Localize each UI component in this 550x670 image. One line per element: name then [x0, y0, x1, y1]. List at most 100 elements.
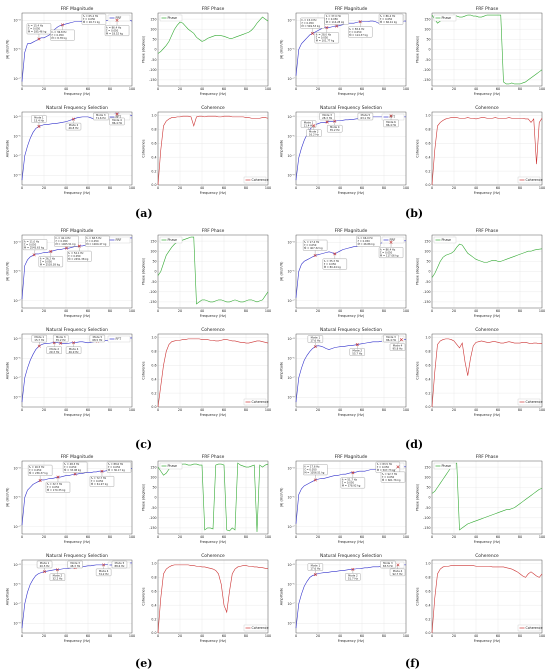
annotation-mass: M = 101.77 kg	[316, 39, 335, 43]
y-tick-label: 50	[426, 486, 430, 490]
x-tick-label: 40	[338, 634, 342, 638]
y-tick-label: 10⁻⁷	[287, 299, 295, 303]
y-tick-label: 10⁻³	[13, 337, 21, 341]
mode-annotation: Mode 328.3 Hz	[320, 113, 335, 122]
fft-series-line	[22, 563, 132, 628]
grid	[432, 334, 542, 407]
x-tick-label: 0	[21, 87, 23, 91]
y-axis-label: Coherence	[142, 139, 146, 157]
y-tick-label: -50	[151, 280, 156, 284]
subplot-title: Natural Frequency Selection	[320, 553, 382, 559]
y-tick-label: 10⁻⁵	[13, 583, 21, 587]
x-tick-label: 20	[42, 408, 46, 412]
grid	[432, 112, 542, 185]
x-tick-label: 100	[539, 634, 545, 638]
x-tick-label: 0	[21, 309, 23, 313]
mode-annotation: Mode 117.6 Hz	[308, 336, 323, 347]
legend-label: Coherence	[526, 400, 543, 404]
y-axis-label: |H| (m/s²/N)	[6, 39, 10, 59]
y-tick-label: -100	[149, 516, 156, 520]
y-tick-label: 10⁻³	[287, 337, 295, 341]
y-tick-label: 10⁻⁷	[13, 376, 21, 380]
x-tick-label: 0	[21, 634, 23, 638]
x-tick-label: 80	[518, 634, 522, 638]
legend: Coherence	[244, 399, 269, 405]
subplot-title: Natural Frequency Selection	[46, 553, 108, 559]
legend: Phase	[434, 463, 456, 469]
x-tick-label: 20	[178, 408, 182, 412]
panel-label: (c)	[135, 438, 152, 451]
x-tick-label: 20	[452, 408, 456, 412]
x-tick-label: 60	[86, 309, 90, 313]
x-tick-label: 0	[157, 535, 159, 539]
subplot-title: Coherence	[475, 553, 499, 559]
y-tick-label: 0.0	[151, 631, 156, 635]
y-tick-label: 0.8	[151, 576, 156, 580]
x-tick-label: 0	[157, 634, 159, 638]
annotation-mass: M = 36.17 kg	[108, 468, 125, 472]
y-tick-label: 0.4	[151, 377, 156, 381]
annotation-mode-freq: 35.2 Hz	[56, 338, 67, 342]
x-tick-label: 60	[496, 408, 500, 412]
legend-label: Coherence	[526, 178, 543, 182]
x-tick-label: 20	[42, 87, 46, 91]
mode-annotation: Mode 371.6 Hz	[93, 113, 108, 120]
annotation-mass: M = 1000.47 kg	[86, 242, 106, 246]
x-tick-label: 40	[474, 87, 478, 91]
plot-frame	[296, 560, 406, 633]
y-tick-label: -100	[423, 290, 430, 294]
x-tick-label: 20	[452, 535, 456, 539]
y-tick-label: 10⁻⁵	[13, 135, 21, 139]
y-tick-label: -150	[149, 526, 156, 530]
mode-annotation: Mode 348.3 Hz	[68, 561, 83, 568]
x-tick-label: 40	[474, 186, 478, 190]
x-tick-label: 40	[200, 87, 204, 91]
mode-annotation: Mode 115.7 Hz	[32, 335, 47, 346]
y-tick-label: 10⁻⁹	[13, 395, 21, 399]
x-tick-label: 20	[316, 535, 320, 539]
x-tick-label: 80	[518, 87, 522, 91]
x-tick-label: 80	[244, 634, 248, 638]
legend-label: FRF	[116, 238, 122, 242]
y-tick-label: 100	[424, 475, 430, 479]
y-tick-label: 0	[154, 496, 156, 500]
annotation-mass: M = 170.35 kg	[47, 488, 66, 492]
mode-annotation: Mode 251.7 Hz	[345, 569, 360, 580]
x-axis-label: Frequency (Hz)	[64, 92, 91, 96]
x-tick-label: 40	[200, 408, 204, 412]
x-tick-label: 40	[64, 309, 68, 313]
y-tick-label: 50	[152, 260, 156, 264]
y-tick-label: -50	[151, 58, 156, 62]
x-axis-label: Frequency (Hz)	[200, 191, 227, 195]
x-axis-label: Frequency (Hz)	[474, 191, 501, 195]
y-tick-label: 0.8	[425, 128, 430, 132]
annotation-mass: M = 185.46 kg	[28, 30, 47, 34]
y-tick-label: -150	[423, 526, 430, 530]
x-tick-label: 40	[64, 535, 68, 539]
annotation-mass: M = 114.28 kg	[326, 20, 345, 24]
x-tick-label: 0	[295, 634, 297, 638]
x-tick-label: 40	[64, 408, 68, 412]
annotation-mode-freq: 63.1 Hz	[360, 116, 371, 120]
x-tick-label: 40	[474, 408, 478, 412]
annotation-mode-freq: 16.2 Hz	[309, 133, 320, 137]
y-tick-label: 10⁻⁵	[287, 583, 295, 587]
y-axis-label: |H| (m/s²/N)	[280, 261, 284, 281]
legend-label: Phase	[442, 16, 452, 20]
y-tick-label: -150	[149, 78, 156, 82]
x-tick-label: 80	[108, 535, 112, 539]
legend-label: Phase	[168, 16, 178, 20]
x-tick-label: 20	[178, 634, 182, 638]
y-tick-label: 0	[428, 48, 430, 52]
x-tick-label: 40	[200, 634, 204, 638]
annotation-mass: M = 601.76 kg	[382, 478, 401, 482]
